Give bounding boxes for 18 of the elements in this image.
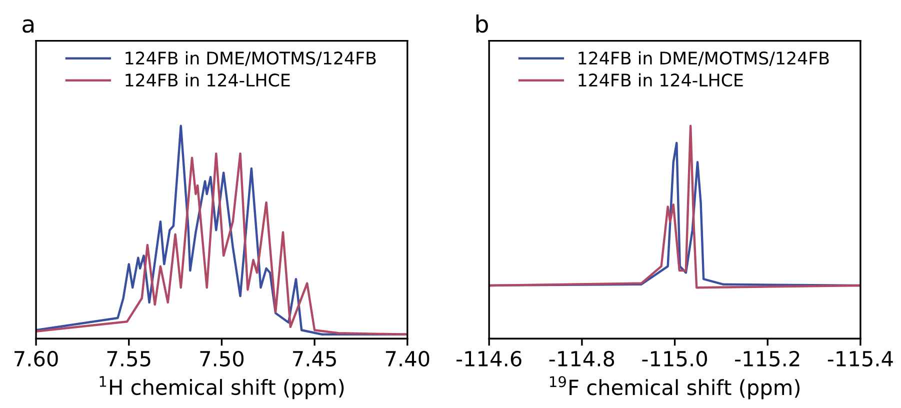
x-tick-label: 7.45 xyxy=(293,351,336,367)
x-tick-label: -115.2 xyxy=(735,350,800,367)
x-tick-label: -115.0 xyxy=(642,350,707,367)
x-tick-label: 7.50 xyxy=(200,350,244,367)
legend-label: 124FB in DME/MOTMS/124FB xyxy=(578,51,829,66)
legend-label: 124FB in 124-LHCE xyxy=(126,73,290,87)
chart-title: a xyxy=(22,19,34,33)
x-tick-label: 7.40 xyxy=(386,350,430,367)
x-tick-label: -115.4 xyxy=(828,351,893,367)
x-axis-title: $^{1}$H chemical shift (ppm) xyxy=(100,376,344,400)
x-tick-label: -114.8 xyxy=(549,350,614,367)
chart-title: b xyxy=(476,14,488,33)
legend-label: 124FB in DME/MOTMS/124FB xyxy=(126,51,376,66)
x-tick-label: 7.55 xyxy=(107,351,150,367)
x-axis-title: $^{19}$F chemical shift (ppm) xyxy=(550,376,800,400)
x-tick-label: -114.6 xyxy=(456,350,522,367)
legend-label: 124FB in 124-LHCE xyxy=(578,73,743,87)
x-tick-label: 7.60 xyxy=(14,350,58,367)
